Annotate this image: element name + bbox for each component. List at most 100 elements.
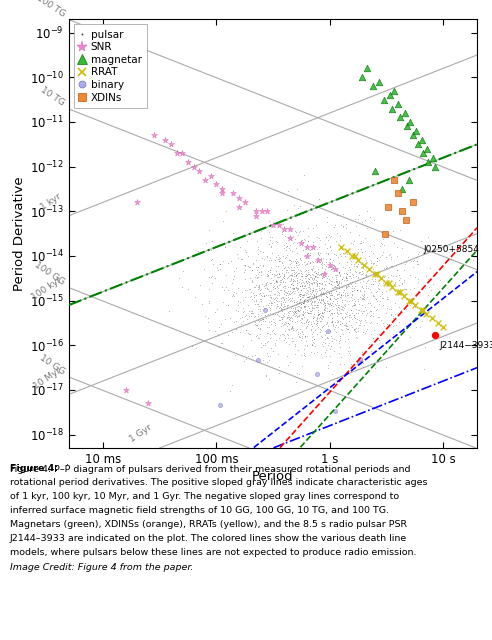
Point — [252, 290, 260, 300]
Point — [303, 278, 311, 288]
Point — [240, 306, 248, 316]
Point — [257, 342, 265, 353]
Point — [333, 290, 340, 300]
Point — [268, 292, 276, 303]
Point — [343, 290, 351, 300]
Point — [277, 275, 284, 285]
Point — [407, 255, 415, 266]
Point — [345, 310, 353, 320]
Point — [337, 304, 345, 314]
Point — [336, 271, 344, 282]
Point — [317, 254, 325, 264]
Point — [283, 205, 291, 215]
Point — [344, 280, 352, 291]
Point — [375, 335, 383, 345]
Point — [353, 262, 361, 273]
Point — [338, 272, 346, 282]
Point — [304, 248, 312, 258]
Point — [420, 246, 428, 257]
Point — [222, 269, 230, 280]
Point — [396, 287, 404, 297]
Point — [375, 255, 383, 265]
Point — [273, 281, 280, 291]
Point — [402, 215, 410, 225]
Point — [279, 302, 287, 312]
Point — [235, 193, 243, 203]
Point — [232, 263, 240, 273]
Point — [447, 254, 455, 264]
Point — [228, 326, 236, 337]
Point — [316, 312, 324, 323]
Point — [328, 264, 336, 275]
Point — [288, 246, 296, 256]
Point — [270, 271, 278, 281]
Point — [355, 315, 363, 325]
Point — [324, 326, 332, 336]
Point — [290, 275, 298, 285]
Point — [321, 301, 329, 312]
Point — [272, 261, 279, 271]
Point — [252, 269, 260, 280]
Point — [334, 293, 342, 303]
Point — [313, 302, 321, 312]
Point — [317, 332, 325, 342]
Point — [276, 330, 283, 340]
Point — [313, 271, 321, 282]
Point — [222, 282, 230, 292]
Point — [436, 275, 444, 285]
Point — [337, 352, 345, 362]
Point — [167, 139, 175, 149]
Point — [288, 271, 296, 282]
Point — [291, 226, 299, 236]
Point — [366, 251, 373, 261]
Point — [383, 278, 391, 288]
Point — [268, 273, 276, 284]
Point — [300, 348, 308, 358]
Point — [328, 369, 336, 380]
Point — [331, 299, 339, 309]
Point — [301, 289, 308, 300]
Point — [354, 255, 362, 266]
Point — [340, 300, 348, 310]
Point — [268, 298, 276, 308]
Point — [254, 298, 262, 308]
Point — [328, 308, 336, 318]
Point — [257, 310, 265, 320]
Point — [294, 268, 302, 278]
Point — [269, 284, 277, 294]
Point — [307, 292, 315, 303]
Point — [268, 238, 276, 248]
Point — [303, 307, 310, 317]
Point — [247, 335, 255, 346]
Point — [316, 327, 324, 337]
Point — [321, 268, 329, 278]
Point — [321, 264, 329, 274]
Point — [382, 231, 390, 241]
Point — [268, 269, 276, 279]
Point — [289, 307, 297, 317]
Point — [304, 340, 311, 351]
Point — [248, 276, 256, 286]
Point — [311, 296, 319, 306]
Point — [360, 307, 368, 317]
Point — [289, 310, 297, 321]
Point — [276, 285, 284, 296]
Point — [318, 278, 326, 289]
Point — [410, 283, 418, 293]
Point — [268, 326, 276, 337]
Point — [317, 294, 325, 305]
Point — [274, 284, 282, 294]
Point — [429, 152, 437, 163]
Point — [320, 259, 328, 269]
Point — [299, 310, 307, 320]
Point — [290, 297, 298, 307]
Point — [287, 274, 295, 284]
Point — [283, 312, 291, 322]
Point — [382, 286, 390, 296]
Point — [288, 336, 296, 346]
Point — [277, 276, 284, 287]
Point — [439, 323, 447, 333]
Point — [260, 254, 268, 264]
Point — [274, 261, 281, 271]
Point — [214, 263, 221, 273]
